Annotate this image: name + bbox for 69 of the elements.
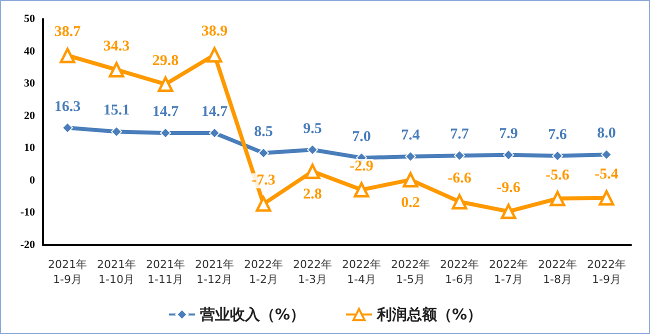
data-label: -5.6 — [546, 167, 570, 184]
point — [206, 47, 222, 63]
data-label: 8.5 — [254, 124, 273, 140]
point — [304, 164, 320, 180]
point — [256, 196, 272, 212]
point — [160, 127, 171, 138]
data-label: -2.9 — [350, 158, 374, 175]
x-tick-label: 2022年 1-4月 — [342, 258, 381, 286]
data-label: 7.4 — [401, 128, 420, 144]
point — [60, 48, 76, 64]
point — [111, 126, 122, 138]
data-label: 9.5 — [303, 120, 322, 137]
point — [500, 204, 516, 220]
point — [598, 190, 614, 206]
x-tick-label: 2021年 1-11月 — [146, 258, 185, 286]
point — [601, 149, 612, 160]
data-label: -9.6 — [496, 180, 521, 196]
data-label: 29.8 — [152, 52, 179, 69]
data-label: 15.1 — [103, 102, 130, 119]
data-label: 7.7 — [450, 126, 470, 143]
x-tick-label: 2021年 1-9月 — [48, 258, 87, 286]
data-label: 2.8 — [303, 186, 322, 203]
x-tick-label: 2022年 1-5月 — [391, 258, 430, 286]
x-tick-label: 2021年 1-10月 — [97, 258, 136, 286]
x-tick-label: 2022年 1-3月 — [293, 258, 332, 286]
y-tick-label: 50 — [24, 13, 36, 25]
legend-label: 利润总额（%） — [376, 306, 482, 324]
data-label: 14.7 — [152, 104, 180, 120]
data-label: -6.6 — [448, 170, 472, 186]
point — [108, 62, 124, 78]
data-label: -5.4 — [594, 166, 619, 183]
data-label: 38.7 — [54, 24, 82, 40]
point — [307, 144, 318, 156]
y-tick-label: 20 — [24, 110, 36, 122]
x-tick-label: 2022年 1-7月 — [489, 258, 528, 286]
point — [405, 151, 416, 162]
point — [454, 150, 465, 162]
point — [402, 172, 418, 188]
x-tick-label: 2022年 1-2月 — [244, 258, 283, 286]
data-label: 7.0 — [352, 128, 371, 145]
point — [209, 127, 220, 138]
point — [158, 76, 174, 92]
point — [552, 150, 563, 162]
data-label: 16.3 — [54, 98, 81, 115]
y-tick-label: -20 — [20, 239, 36, 251]
point — [258, 147, 269, 158]
y-tick-label: 40 — [24, 45, 36, 58]
data-label: 14.7 — [201, 104, 228, 120]
point — [550, 190, 566, 206]
x-tick-label: 2022年 1-6月 — [440, 258, 479, 286]
y-tick-label: -10 — [20, 206, 36, 219]
data-label: -7.3 — [252, 172, 276, 189]
data-label: 7.9 — [499, 126, 518, 142]
point — [503, 149, 514, 160]
x-tick-label: 2022年 1-9月 — [587, 258, 626, 286]
data-label: 34.3 — [103, 38, 130, 54]
data-label: 38.9 — [201, 24, 228, 40]
y-tick-label: 0 — [30, 174, 36, 186]
data-label: 8.0 — [597, 126, 616, 142]
point — [62, 122, 73, 134]
x-tick-label: 2022年 1-8月 — [538, 258, 577, 286]
legend-label: 营业收入（%） — [198, 306, 305, 324]
y-tick-label: 30 — [24, 78, 36, 90]
data-label: 0.2 — [401, 195, 420, 212]
point — [354, 182, 370, 198]
point — [452, 194, 468, 210]
y-tick-label: 10 — [24, 142, 36, 154]
x-tick-label: 2021年 1-12月 — [195, 258, 234, 286]
data-label: 7.6 — [548, 126, 568, 143]
